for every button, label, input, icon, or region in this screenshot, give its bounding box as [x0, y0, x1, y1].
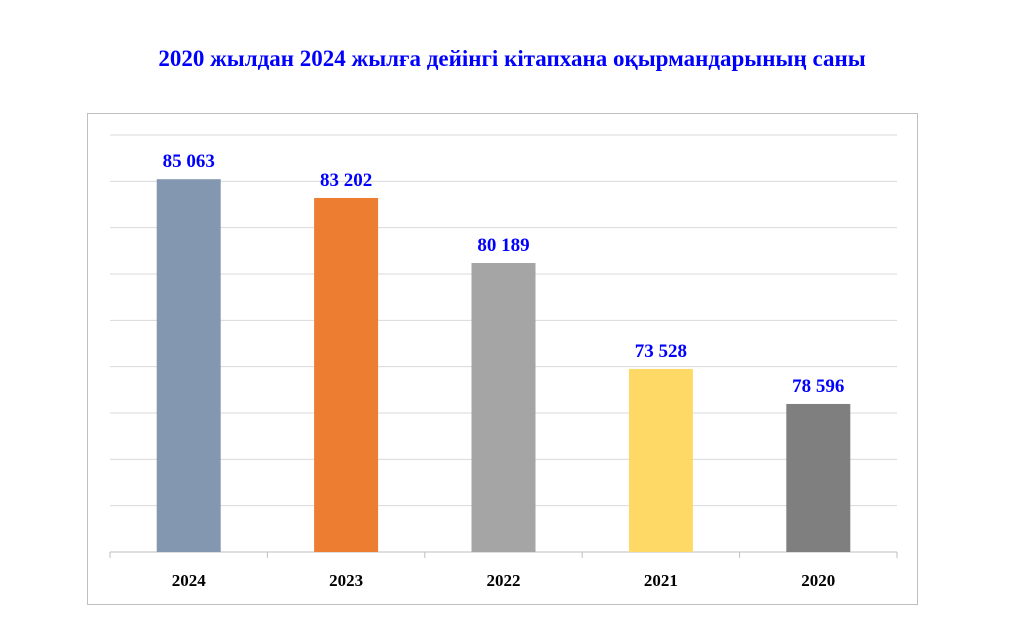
- category-label-2023: 2023: [329, 571, 363, 590]
- data-label-2023: 83 202: [320, 170, 372, 191]
- bar-2022: [471, 263, 536, 552]
- chart-frame: [87, 113, 918, 605]
- data-label-2020: 78 596: [792, 376, 844, 397]
- data-label-2021: 73 528: [635, 341, 687, 362]
- data-label-2022: 80 189: [477, 235, 529, 256]
- bar-2024: [156, 179, 221, 552]
- bar-2023: [314, 197, 379, 553]
- category-label-2024: 2024: [172, 571, 207, 590]
- chart-title: 2020 жылдан 2024 жылға дейінгі кітапхана…: [158, 46, 866, 71]
- bar-2021: [628, 368, 693, 552]
- bar-2020: [786, 403, 851, 552]
- category-label-2022: 2022: [487, 571, 521, 590]
- data-label-2024: 85 063: [163, 151, 215, 172]
- category-label-2020: 2020: [801, 571, 835, 590]
- category-label-2021: 2021: [644, 571, 678, 590]
